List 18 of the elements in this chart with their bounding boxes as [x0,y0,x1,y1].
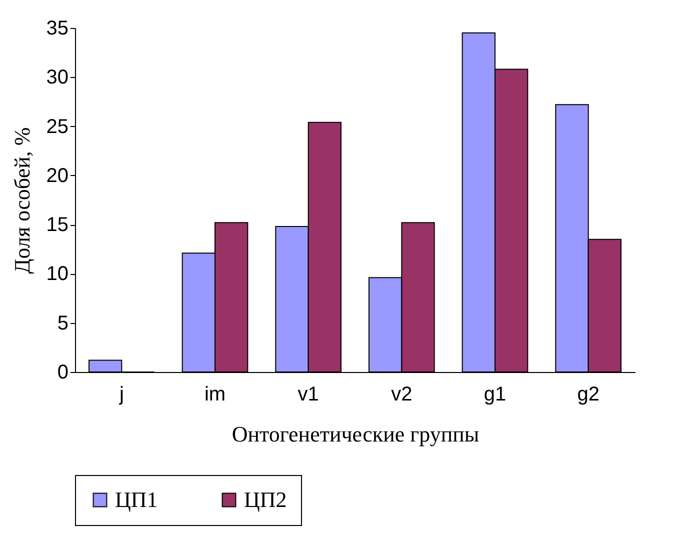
y-tick-label: 15 [46,214,68,236]
x-tick-label: g2 [577,384,600,406]
x-tick-label: g1 [484,384,506,406]
legend-label: ЦП2 [244,487,287,512]
x-tick-label: v2 [391,384,412,406]
y-tick-label: 5 [57,312,68,334]
x-tick-label: im [204,384,226,406]
y-tick-label: 10 [46,263,68,286]
y-tick-label: 30 [46,66,68,89]
x-axis-title: Онтогенетические группы [232,422,480,446]
y-axis-title: Доля особей, % [9,127,34,274]
legend-label: ЦП1 [115,487,158,512]
y-tick-label: 0 [57,362,68,384]
x-tick-label: j [118,384,124,406]
y-tick-label: 35 [46,18,68,40]
y-tick-label: 20 [46,164,68,187]
x-tick-label: v1 [298,384,319,406]
y-tick-label: 25 [46,116,68,138]
